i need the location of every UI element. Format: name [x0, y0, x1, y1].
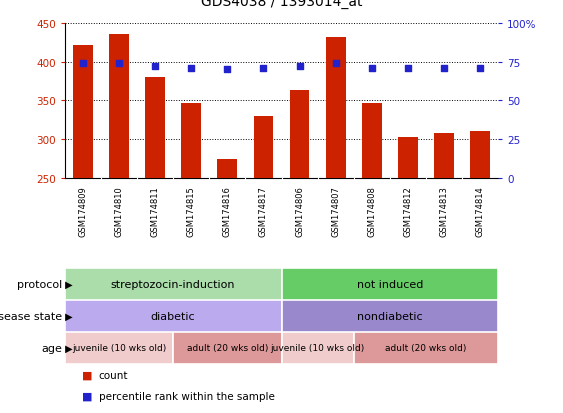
Text: GSM174812: GSM174812	[404, 185, 413, 236]
Bar	[282, 268, 498, 300]
Text: disease state: disease state	[0, 311, 62, 321]
Text: GSM174817: GSM174817	[259, 185, 268, 236]
Bar	[217, 160, 237, 178]
Text: age: age	[41, 343, 62, 353]
Text: GDS4038 / 1393014_at: GDS4038 / 1393014_at	[201, 0, 362, 9]
Bar	[354, 332, 498, 364]
Text: adult (20 wks old): adult (20 wks old)	[385, 344, 467, 353]
Point	[476, 65, 485, 72]
Text: not induced: not induced	[357, 279, 423, 289]
Bar	[65, 332, 173, 364]
Bar	[282, 332, 354, 364]
Text: juvenile (10 wks old): juvenile (10 wks old)	[72, 344, 166, 353]
Point	[78, 61, 87, 67]
Bar	[470, 131, 490, 178]
Text: GSM174809: GSM174809	[78, 185, 87, 236]
Point	[150, 64, 159, 70]
Point	[331, 61, 340, 67]
Text: GSM174811: GSM174811	[150, 185, 159, 236]
Text: count: count	[99, 370, 128, 380]
Point	[114, 61, 123, 67]
Point	[367, 65, 376, 72]
Text: GSM174815: GSM174815	[187, 185, 196, 236]
Text: GSM174814: GSM174814	[476, 185, 485, 236]
Point	[223, 67, 232, 74]
Bar	[65, 268, 282, 300]
Bar	[73, 46, 93, 178]
Bar	[145, 78, 165, 178]
Bar	[434, 133, 454, 178]
Text: GSM174810: GSM174810	[114, 185, 123, 236]
Point	[187, 65, 196, 72]
Text: ■: ■	[82, 370, 92, 380]
Text: ▶: ▶	[62, 343, 73, 353]
Text: diabetic: diabetic	[151, 311, 195, 321]
Text: protocol: protocol	[17, 279, 62, 289]
Bar	[362, 104, 382, 178]
Bar	[109, 35, 129, 178]
Text: ▶: ▶	[62, 311, 73, 321]
Bar	[253, 116, 274, 178]
Point	[404, 65, 413, 72]
Text: nondiabetic: nondiabetic	[357, 311, 423, 321]
Bar	[282, 300, 498, 332]
Text: ■: ■	[82, 391, 92, 401]
Bar	[326, 38, 346, 178]
Text: GSM174806: GSM174806	[295, 185, 304, 236]
Text: GSM174808: GSM174808	[367, 185, 376, 236]
Point	[259, 65, 268, 72]
Text: juvenile (10 wks old): juvenile (10 wks old)	[270, 344, 365, 353]
Text: ▶: ▶	[62, 279, 73, 289]
Bar	[181, 104, 201, 178]
Bar	[398, 138, 418, 178]
Text: GSM174807: GSM174807	[331, 185, 340, 236]
Text: streptozocin-induction: streptozocin-induction	[111, 279, 235, 289]
Text: GSM174816: GSM174816	[223, 185, 232, 236]
Text: percentile rank within the sample: percentile rank within the sample	[99, 391, 274, 401]
Text: GSM174813: GSM174813	[440, 185, 449, 236]
Text: adult (20 wks old): adult (20 wks old)	[186, 344, 268, 353]
Bar	[173, 332, 282, 364]
Bar	[289, 91, 310, 178]
Bar	[65, 300, 282, 332]
Point	[440, 65, 449, 72]
Point	[295, 64, 304, 70]
